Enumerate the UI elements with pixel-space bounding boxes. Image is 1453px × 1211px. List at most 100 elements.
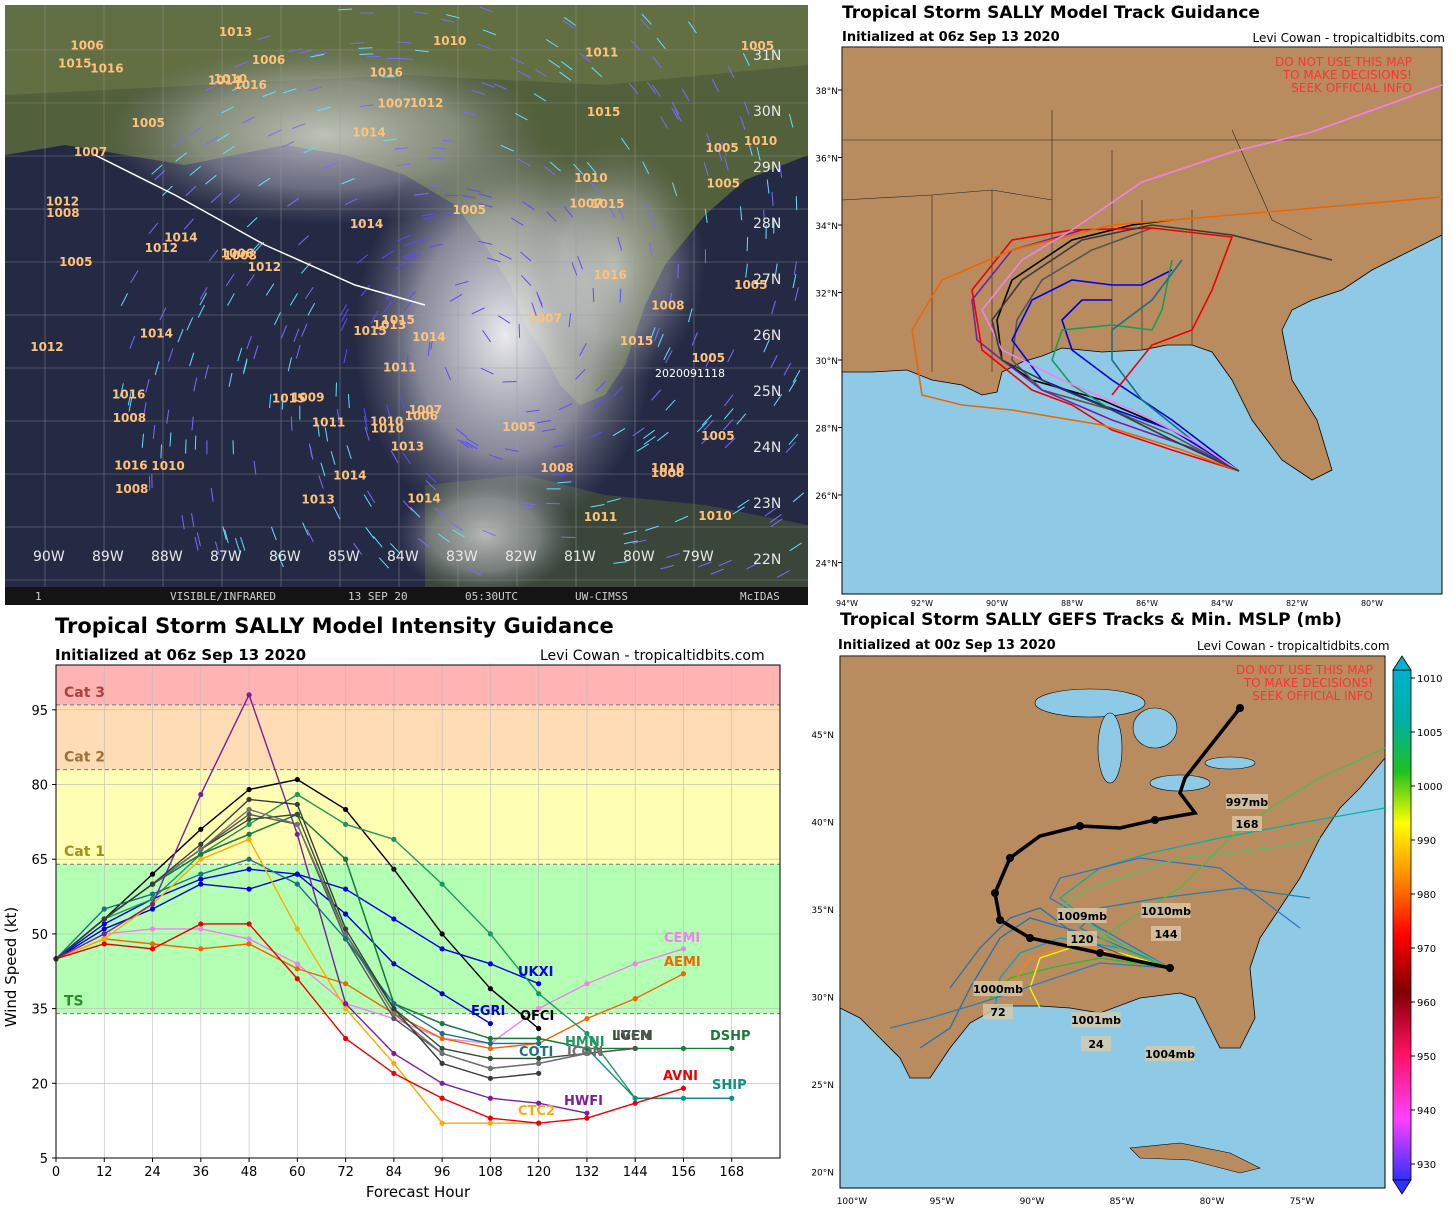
series-point [294,871,300,877]
station-pressure-label: 1008 [223,248,256,262]
series-point [101,921,107,927]
sat-lon-label: 81W [564,549,596,565]
gefs-mslp-label: 1001mb [1071,1014,1121,1027]
series-label: COTI [519,1045,553,1060]
series-point [246,831,252,837]
sat-lon-label: 82W [505,549,537,565]
station-pressure-label: 1005 [741,39,774,53]
series-point [198,846,204,852]
station-pressure-label: 1005 [59,255,92,269]
sat-lat-label: 27N [753,272,781,288]
track-lat-tick: 24°N [815,560,838,570]
band-label: TS [64,994,84,1010]
sat-lon-label: 83W [446,549,478,565]
series-label: SHIP [712,1078,747,1093]
series-point [439,1080,445,1086]
footer-date: 13 SEP 20 [348,590,408,603]
colorbar-tick: 990 [1417,836,1436,847]
series-point [487,1040,493,1047]
gefs-title: Tropical Storm SALLY GEFS Tracks & Min. … [840,610,1342,630]
series-point [536,1060,542,1066]
series-point [198,946,204,952]
series-point [536,1120,542,1126]
x-tick-label: 84 [386,1165,403,1180]
station-pressure-label: 1016 [233,78,266,92]
series-point [439,1035,445,1042]
series-point [680,946,687,952]
series-point [198,841,204,847]
track-title: Tropical Storm SALLY Model Track Guidanc… [842,3,1260,23]
series-point [632,996,638,1002]
series-point [439,1095,445,1101]
track-credit: Levi Cowan - tropicaltidbits.com [1252,31,1445,45]
sat-lat-label: 30N [753,104,781,120]
series-line [55,693,588,1114]
series-point [149,906,156,912]
series-point [149,946,156,952]
series-label: HWFI [564,1094,603,1109]
series-point [343,1006,349,1012]
station-pressure-label: 1006 [252,53,285,67]
series-point [101,941,107,947]
series-point [198,921,204,927]
station-pressure-label: 1007 [74,145,107,159]
series-point [487,1120,493,1126]
series-point [294,926,300,932]
gefs-hour-label: 168 [1236,818,1259,831]
series-point [294,791,300,798]
series-point [632,1100,638,1106]
series-point [343,1001,349,1007]
x-tick-label: 60 [289,1165,306,1180]
colorbar-tick: 980 [1417,890,1436,901]
series-point [391,1001,397,1007]
station-pressure-label: 1013 [391,439,424,453]
series-point [246,806,252,813]
series-point [487,961,493,967]
x-tick-label: 108 [478,1165,503,1180]
track-lat-tick: 26°N [815,492,838,502]
sat-lon-label: 89W [92,549,124,565]
sat-lon-label: 86W [269,549,301,565]
band-label: Cat 3 [64,685,105,701]
series-point [246,786,252,793]
station-pressure-label: 1010 [651,461,684,475]
sat-lat-label: 28N [753,216,781,232]
gefs-lon-tick: 85°W [1110,1197,1135,1207]
x-tick-label: 144 [623,1165,648,1180]
gefs-lat-tick: 35°N [811,906,834,916]
y-tick-label: 65 [31,853,48,868]
gefs-mslp-label: 997mb [1226,796,1268,809]
series-point [536,1070,542,1076]
intensity-band [56,769,780,865]
series-point [439,1020,445,1027]
series-point [487,1075,493,1081]
series-point [487,1055,493,1062]
sat-lon-label: 85W [328,549,360,565]
series-point [149,871,156,877]
band-label: Cat 1 [64,844,105,860]
station-pressure-label: 1010 [151,459,184,473]
series-point [198,851,204,857]
station-pressure-label: 1008 [651,298,684,312]
y-tick-label: 50 [31,928,48,943]
station-pressure-label: 1013 [219,25,252,39]
series-point [680,1085,687,1091]
sat-lat-label: 23N [753,496,781,512]
intensity-guidance-panel: Tropical Storm SALLY Model Intensity Gui… [0,612,800,1211]
gefs-subtitle: Initialized at 00z Sep 13 2020 [838,638,1056,653]
series-label: CTC2 [518,1104,555,1119]
station-pressure-label: 1014 [164,230,197,244]
series-point [439,1120,445,1126]
station-pressure-label: 1016 [114,458,147,472]
station-pressure-label: 1016 [112,387,145,401]
series-point [536,1055,542,1062]
series-point [680,971,687,977]
series-point [198,826,204,832]
series-point [343,926,349,932]
series-label: AEMI [664,955,701,970]
station-pressure-label: 1013 [301,493,334,507]
x-tick-label: 132 [575,1165,600,1180]
series-point [294,976,300,982]
colorbar-tick: 950 [1417,1052,1436,1063]
track-lon-tick: 82°W [1286,599,1308,608]
